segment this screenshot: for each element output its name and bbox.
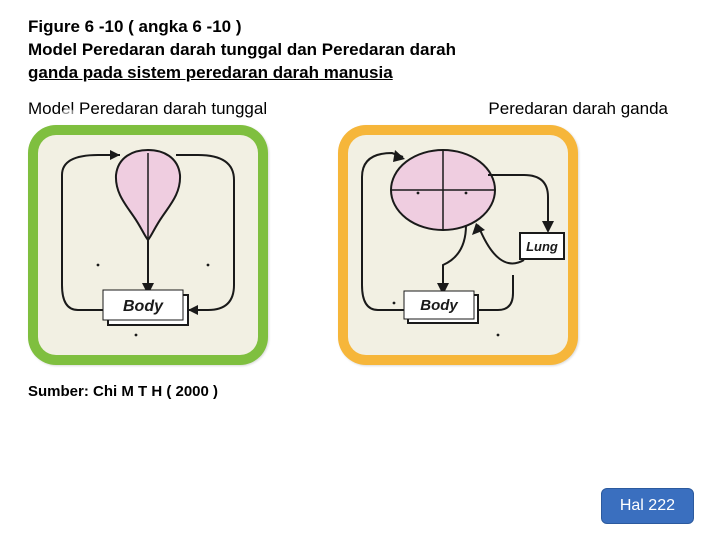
diagram-double: Body Lung [348, 135, 568, 355]
body-label-double: Body [420, 297, 458, 314]
bubble-deco [62, 108, 74, 120]
title-line-2: Model Peredaran darah tunggal dan Pereda… [28, 40, 456, 59]
title-line-3: ganda pada sistem peredaran darah manusi… [28, 63, 393, 82]
title-line-1: Figure 6 -10 ( angka 6 -10 ) [28, 17, 242, 36]
body-label-single: Body [123, 298, 164, 315]
panel-single-circulation: Body [28, 125, 268, 365]
panel-double-circulation: Body Lung [338, 125, 578, 365]
lung-label: Lung [526, 239, 558, 254]
panel-double-inner: Body Lung [348, 135, 568, 355]
subheading-right: Peredaran darah ganda [488, 99, 668, 119]
source-citation: Sumber: Chi M T H ( 2000 ) [28, 383, 692, 400]
diagram-single: Body [38, 135, 258, 355]
page-number-badge: Hal 222 [601, 488, 694, 524]
panel-single-inner: Body [38, 135, 258, 355]
figure-title: Figure 6 -10 ( angka 6 -10 ) Model Pered… [28, 16, 692, 85]
